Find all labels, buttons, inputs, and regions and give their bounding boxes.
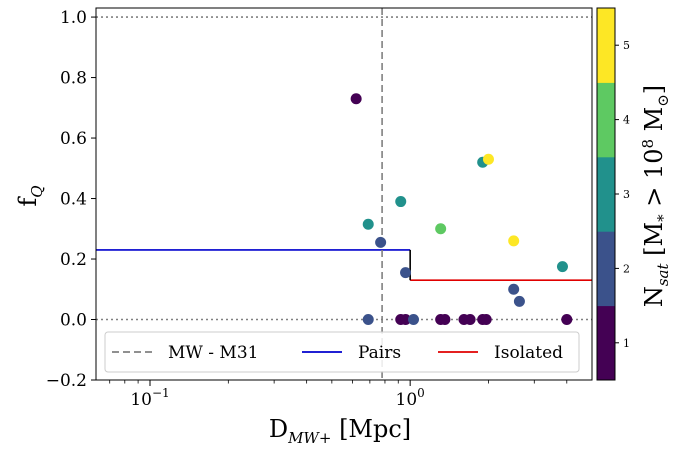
y-tick-label: −0.2 [46,371,87,391]
data-point [350,93,362,105]
legend-label: Isolated [494,343,563,363]
colorbar-title: Nsat [M* > 108 M⊙] [639,85,672,307]
colorbar-title-sun: ⊙ [654,94,672,107]
x-axis-title-main: D [269,415,288,443]
colorbar-segment [597,8,615,83]
legend-label: MW - M31 [168,343,258,363]
data-point [400,314,412,326]
colorbar-title-end: M [640,107,668,139]
plot-area [96,8,592,380]
x-tick-label-exponent: 0 [417,386,425,400]
x-tick-label-base: 10 [130,390,152,410]
x-axis-title: DMW+ [Mpc] [269,415,411,447]
colorbar-segments [597,8,615,381]
colorbar-title-close: ] [640,85,668,94]
data-point [439,314,451,326]
colorbar-tick-label: 5 [623,39,630,52]
data-points [350,93,573,326]
data-point [482,153,494,165]
data-point [375,236,387,248]
y-axis-title-main: f [14,196,42,207]
y-axis-ticks: −0.2 0.0 0.2 0.4 0.6 0.8 1.0 [46,8,96,391]
x-tick-label-base: 10 [396,390,418,410]
data-point [362,218,374,230]
legend-items: MW - M31 Pairs Isolated [112,343,563,363]
data-point [508,283,520,295]
legend: MW - M31 Pairs Isolated [104,331,580,373]
data-point [561,314,573,326]
legend-label: Pairs [358,343,401,363]
y-axis-title: fQ [14,185,46,206]
colorbar-tick-label: 4 [623,114,630,127]
data-point [408,314,420,326]
x-axis-ticks: 10−1 100 [109,380,568,410]
colorbar-segment [597,231,615,307]
x-tick-label: 100 [396,386,425,410]
data-point [435,223,447,235]
data-point [464,314,476,326]
colorbar-title-rest: [M [640,222,668,264]
y-tick-label: 0.8 [60,69,87,89]
x-axis-title-unit: [Mpc] [331,415,411,443]
colorbar-title-tail: > 10 [640,149,668,215]
y-tick-label: 0.2 [60,250,87,270]
dotted-reference-lines [96,16,592,321]
y-tick-label: 0.4 [60,190,87,210]
colorbar-title-sub2: * [654,214,672,222]
axes-frame [95,7,593,381]
data-point [362,314,374,326]
colorbar-title-exp: 8 [639,139,657,149]
x-tick-label: 10−1 [130,386,169,410]
data-point [556,261,568,273]
colorbar-title-subscript: sat [654,263,672,287]
data-point [508,235,520,247]
colorbar-tick-label: 2 [623,262,630,275]
x-axis-title-subscript: MW+ [287,429,331,447]
data-point [400,267,412,279]
y-tick-label: 0.6 [60,129,87,149]
colorbar: 1 2 3 4 5 Nsat [M* > 108 M⊙] [596,7,672,381]
y-tick-label: 0.0 [60,311,87,331]
colorbar-title-main: N [640,286,668,307]
colorbar-tick-label: 1 [623,337,630,350]
colorbar-tick-label: 3 [623,188,630,201]
x-tick-label-exponent: −1 [152,386,170,400]
y-axis-title-subscript: Q [28,185,46,197]
colorbar-segment [597,305,615,381]
colorbar-segment [597,82,615,158]
data-point [395,196,407,208]
data-point [513,295,525,307]
y-tick-label: 1.0 [60,8,87,28]
colorbar-ticks: 1 2 3 4 5 [615,39,630,350]
data-point [480,314,492,326]
colorbar-segment [597,156,615,232]
